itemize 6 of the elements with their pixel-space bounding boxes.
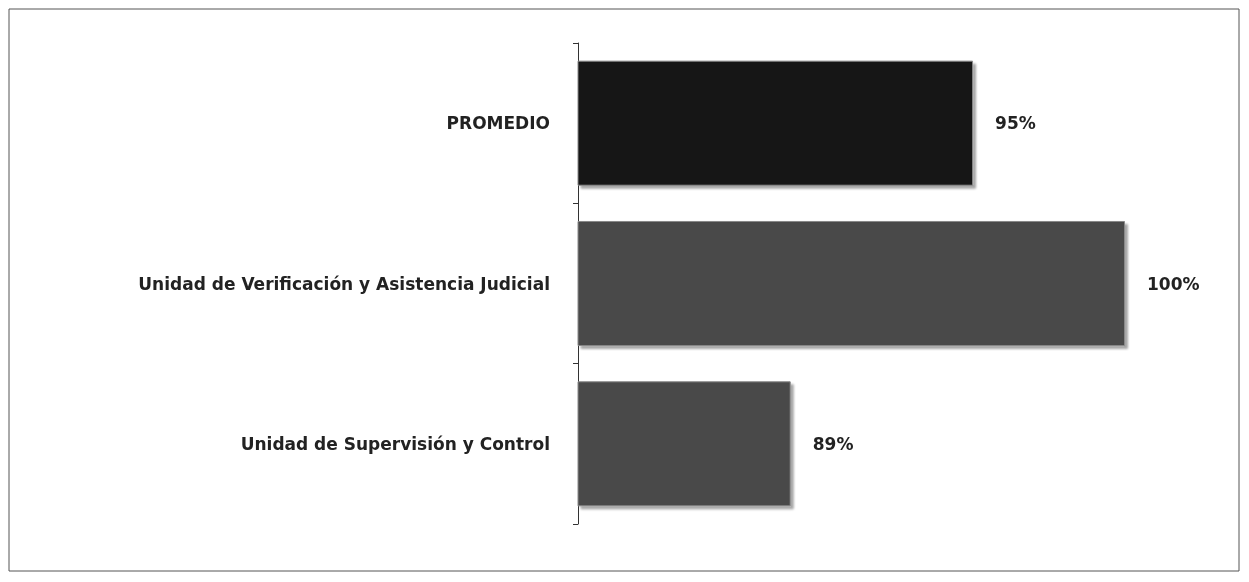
- y-tick-label: Unidad de Supervisión y Control: [240, 433, 550, 454]
- y-tick-label: Unidad de Verificación y Asistencia Judicial: [138, 273, 550, 294]
- data-label: 100%: [1147, 273, 1200, 294]
- y-tick-label: PROMEDIO: [446, 113, 550, 134]
- data-label: 89%: [812, 433, 854, 454]
- data-label: 95%: [995, 113, 1036, 134]
